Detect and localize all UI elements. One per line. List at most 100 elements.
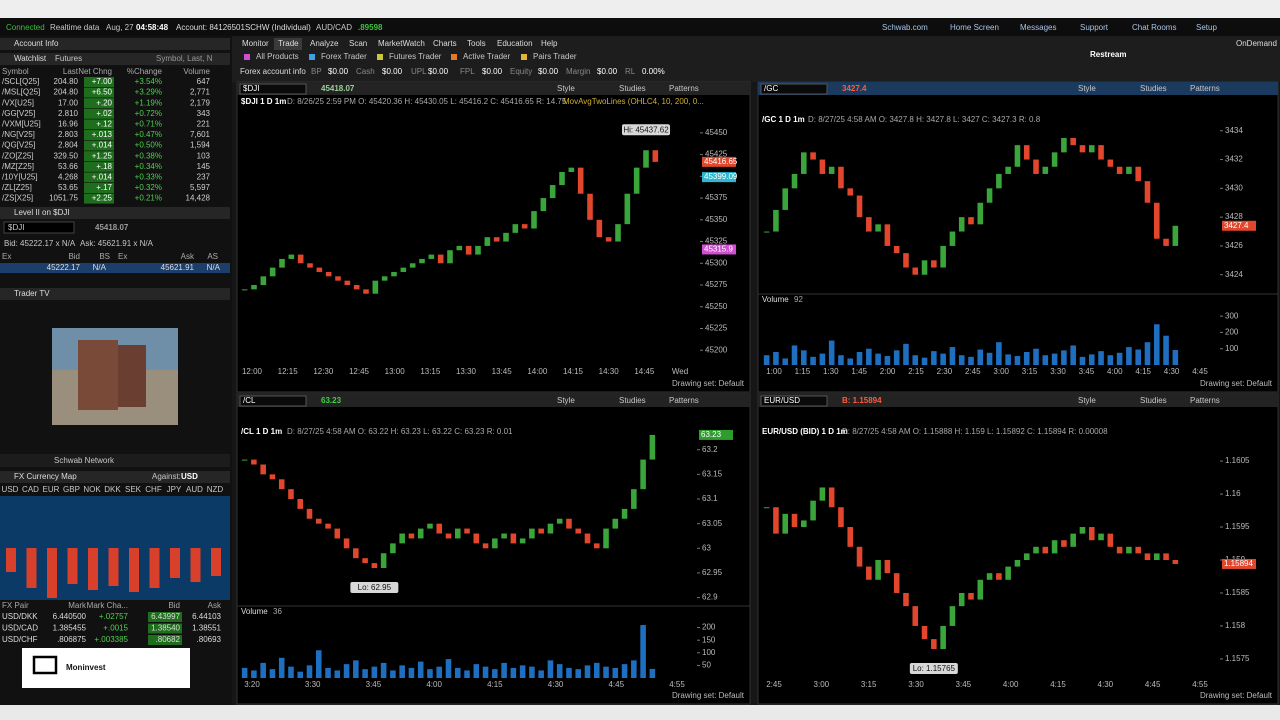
top-link[interactable]: Messages xyxy=(1020,23,1056,32)
menu-item[interactable]: Scan xyxy=(349,39,367,48)
fx-map-bar xyxy=(129,548,139,592)
candle xyxy=(447,250,453,264)
toolbar-item[interactable]: Studies xyxy=(619,84,646,93)
candle xyxy=(427,523,433,529)
chart-symbol[interactable]: $DJI xyxy=(243,84,259,93)
y-tick-label: 300 xyxy=(1225,311,1239,320)
watchlist-cell: +.18 xyxy=(96,162,112,171)
column-header: BS xyxy=(99,252,110,261)
volume-bar xyxy=(436,666,443,678)
toolbar-item[interactable]: Patterns xyxy=(669,84,699,93)
volume-bar xyxy=(649,668,656,678)
candle xyxy=(649,434,656,460)
toolbar-item[interactable]: Style xyxy=(1078,84,1096,93)
field-label: Equity xyxy=(510,67,532,76)
toolbar-item[interactable]: Studies xyxy=(1140,396,1167,405)
watchlist-cell: /ZO[Z25] xyxy=(2,151,34,160)
menu-item[interactable]: Trade xyxy=(278,39,299,48)
top-link[interactable]: Chat Rooms xyxy=(1132,23,1176,32)
menu-item[interactable]: Charts xyxy=(433,39,457,48)
field-label: Margin xyxy=(566,67,590,76)
sub-tab[interactable]: Forex Trader xyxy=(321,52,367,61)
sub-tab[interactable]: All Products xyxy=(256,52,299,61)
y-tick-label: 3428 xyxy=(1225,212,1243,221)
top-link[interactable]: Setup xyxy=(1196,23,1217,32)
menu-item[interactable]: Monitor xyxy=(242,39,269,48)
watchlist-cell: +7.00 xyxy=(92,77,113,86)
candle xyxy=(921,625,928,640)
sub-tab[interactable]: Futures Trader xyxy=(389,52,442,61)
volume-bar xyxy=(427,669,433,678)
x-tick-label: 12:15 xyxy=(278,367,299,376)
currency: GBP xyxy=(63,485,80,494)
watchlist-cell: +.014 xyxy=(92,141,113,150)
tab-icon xyxy=(451,54,457,60)
column-header: Bid xyxy=(168,601,180,610)
volume-bar xyxy=(510,667,517,678)
volume-bar xyxy=(1070,345,1076,365)
sub-tab[interactable]: Active Trader xyxy=(463,52,510,61)
currency: CAD xyxy=(22,485,39,494)
x-tick-label: 4:55 xyxy=(669,680,685,689)
menu-item[interactable]: MarketWatch xyxy=(378,39,425,48)
toolbar-item[interactable]: Style xyxy=(557,84,575,93)
volume-bar xyxy=(371,666,378,678)
x-tick-label: 3:45 xyxy=(366,680,382,689)
candle xyxy=(278,479,285,490)
menu-item[interactable]: Education xyxy=(497,39,533,48)
candle xyxy=(464,528,470,534)
panel-header xyxy=(0,53,230,65)
toolbar-item[interactable]: Style xyxy=(557,396,575,405)
sub-tab[interactable]: Pairs Trader xyxy=(533,52,577,61)
volume-bar xyxy=(1051,353,1058,365)
volume-bar xyxy=(1144,342,1151,365)
level2-price: 45418.07 xyxy=(95,223,129,232)
time: 04:58:48 xyxy=(136,23,169,32)
candle xyxy=(624,193,631,225)
menu-item[interactable]: Analyze xyxy=(310,39,339,48)
watchlist-cell: 647 xyxy=(197,77,211,86)
toolbar-item[interactable]: Patterns xyxy=(1190,84,1220,93)
watchlist-cell: 145 xyxy=(197,162,211,171)
panel-title: Trader TV xyxy=(14,289,50,298)
candle xyxy=(465,245,472,255)
candle xyxy=(1061,137,1067,153)
watchlist-cell: 1,594 xyxy=(190,141,211,150)
volume-bar xyxy=(269,669,276,678)
panel-title: Watchlist xyxy=(14,54,47,63)
volume-bar xyxy=(1014,356,1021,365)
y-tick-label: 45375 xyxy=(705,193,728,202)
watchlist-cell: +0.71% xyxy=(135,120,162,129)
toolbar-item[interactable]: Studies xyxy=(1140,84,1167,93)
candle xyxy=(1061,540,1067,547)
volume-bar xyxy=(334,670,341,678)
volume-bar xyxy=(1098,351,1104,365)
toolbar-item[interactable]: Patterns xyxy=(669,396,699,405)
candle xyxy=(1005,166,1011,174)
x-tick-label: Wed xyxy=(672,367,688,376)
candle xyxy=(773,209,779,232)
toolbar-item[interactable]: Studies xyxy=(619,396,646,405)
top-link[interactable]: Home Screen xyxy=(950,23,999,32)
candle xyxy=(593,543,600,549)
y-tick-label: 3432 xyxy=(1225,155,1243,164)
fx-cell: 1.385455 xyxy=(53,624,87,633)
top-link[interactable]: Schwab.com xyxy=(882,23,928,32)
candle xyxy=(371,563,378,569)
candle xyxy=(409,263,416,268)
price-tag-label: 45399.09 xyxy=(704,172,738,181)
toolbar-item[interactable]: Style xyxy=(1078,396,1096,405)
candle xyxy=(343,538,350,549)
chart-symbol[interactable]: /GC xyxy=(764,84,778,93)
chart-symbol[interactable]: EUR/USD xyxy=(764,396,800,405)
toolbar-item[interactable]: Patterns xyxy=(1190,396,1220,405)
chart-symbol[interactable]: /CL xyxy=(243,396,256,405)
menu-item[interactable]: Tools xyxy=(467,39,486,48)
currency: JPY xyxy=(167,485,182,494)
x-tick-label: 1:15 xyxy=(795,367,811,376)
candle xyxy=(968,592,974,600)
menu-item[interactable]: Help xyxy=(541,39,558,48)
candle xyxy=(884,224,891,246)
on-demand[interactable]: OnDemand xyxy=(1236,39,1277,48)
top-link[interactable]: Support xyxy=(1080,23,1109,32)
